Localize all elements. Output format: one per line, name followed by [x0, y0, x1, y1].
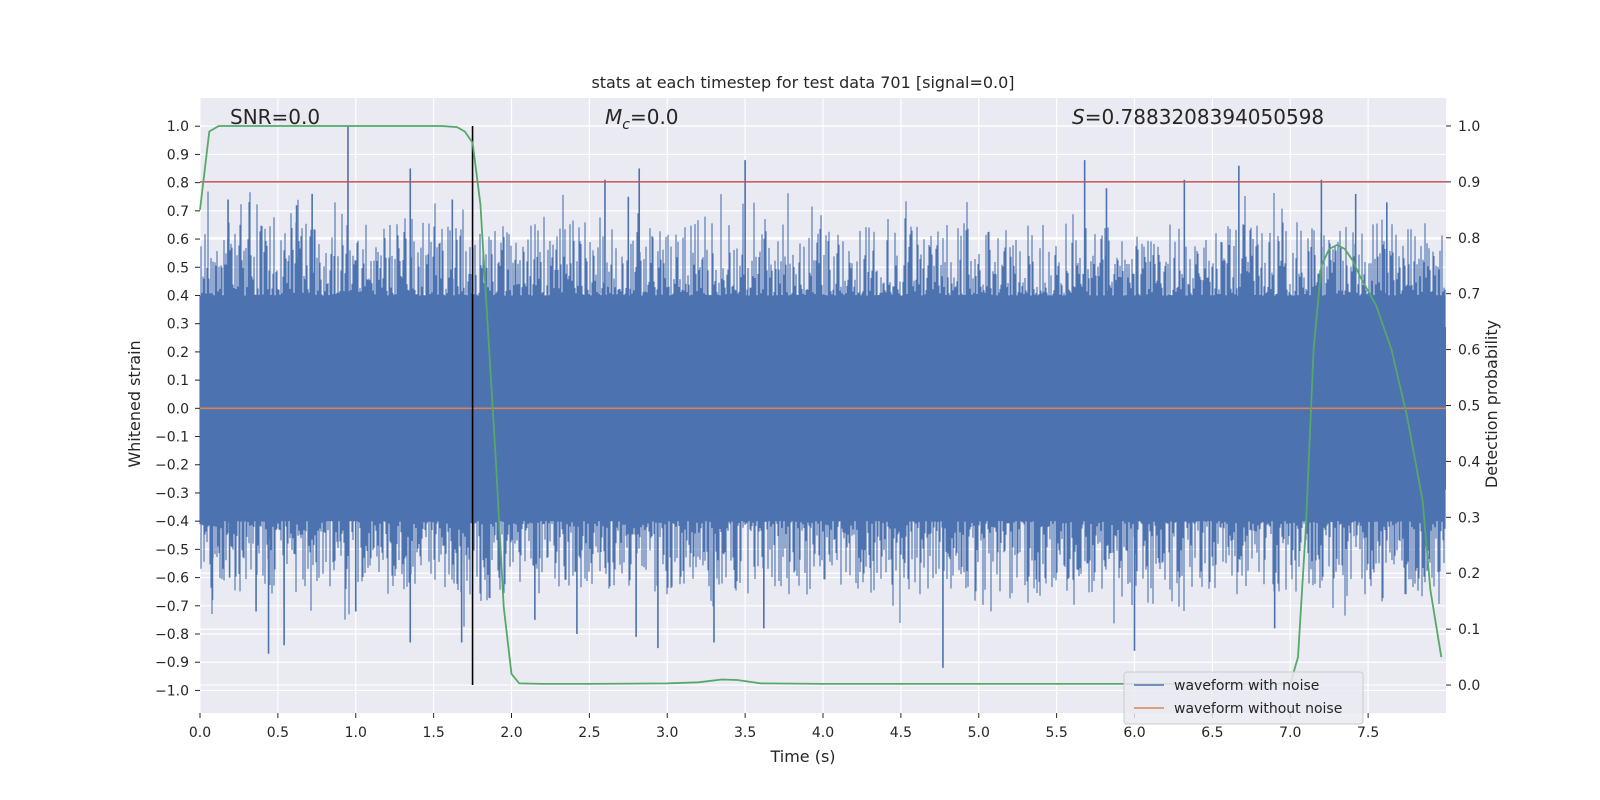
y2-tick-label: 0.1	[1458, 622, 1480, 638]
y-tick-label: −0.7	[155, 599, 189, 615]
x-tick-label: 2.0	[500, 725, 522, 741]
x-tick-label: 5.5	[1045, 725, 1067, 741]
y-tick-label: −0.4	[155, 514, 189, 530]
y-tick-label: 0.6	[167, 232, 189, 248]
x-tick-label: 0.5	[267, 725, 289, 741]
y2-tick-label: 0.9	[1458, 175, 1480, 191]
s-value: =0.7883208394050598	[1085, 105, 1324, 129]
x-tick-label: 5.0	[968, 725, 990, 741]
y-tick-label: −0.6	[155, 571, 189, 587]
x-tick-label: 6.0	[1123, 725, 1145, 741]
y-tick-label: −0.5	[155, 542, 189, 558]
y2-tick-label: 0.5	[1458, 399, 1480, 415]
y-tick-label: 0.1	[167, 373, 189, 389]
detection-probability-line	[199, 125, 1443, 685]
y-tick-label: 0.3	[167, 317, 189, 333]
x-tick-label: 1.0	[345, 725, 367, 741]
y2-tick-label: 0.4	[1458, 454, 1480, 470]
mc-annotation: Mc=0.0	[605, 105, 679, 133]
y-tick-label: 0.5	[167, 260, 189, 276]
series-lines	[199, 125, 1446, 686]
y-tick-label: −0.9	[155, 655, 189, 671]
y-tick-label: −0.2	[155, 458, 189, 474]
x-tick-label: 3.0	[656, 725, 678, 741]
legend-label-clean: waveform without noise	[1174, 701, 1342, 717]
mc-symbol: M	[605, 105, 622, 129]
x-axis-label: Time (s)	[769, 747, 835, 766]
mc-subscript: c	[622, 117, 630, 133]
y2-tick-label: 0.2	[1458, 566, 1480, 582]
y-tick-label: 0.0	[167, 401, 189, 417]
y2-tick-label: 0.7	[1458, 287, 1480, 303]
s-symbol: S	[1072, 105, 1085, 129]
snr-annotation: SNR=0.0	[230, 105, 320, 129]
y-tick-label: −0.3	[155, 486, 189, 502]
y-tick-label: 0.7	[167, 204, 189, 220]
legend: waveform with noise waveform without noi…	[1123, 671, 1364, 725]
x-tick-label: 3.5	[734, 725, 756, 741]
x-tick-label: 2.5	[578, 725, 600, 741]
y-tick-label: 0.9	[167, 147, 189, 163]
chart-title: stats at each timestep for test data 701…	[591, 73, 1014, 92]
x-tick-label: 6.5	[1201, 725, 1223, 741]
y-tick-label: −1.0	[155, 683, 189, 699]
y-tick-label: −0.1	[155, 430, 189, 446]
x-tick-label: 1.5	[422, 725, 444, 741]
x-tick-label: 7.5	[1357, 725, 1379, 741]
y-tick-label: 1.0	[167, 119, 189, 135]
legend-box	[1123, 671, 1364, 725]
y2-tick-label: 0.0	[1458, 678, 1480, 694]
y-axis-label: Whitened strain	[125, 340, 144, 467]
x-tick-label: 4.5	[890, 725, 912, 741]
y-tick-label: 0.8	[167, 176, 189, 192]
y-tick-label: 0.4	[167, 288, 189, 304]
x-tick-label: 4.0	[812, 725, 834, 741]
x-tick-label: 0.0	[189, 725, 211, 741]
y-tick-label: 0.2	[167, 345, 189, 361]
y-tick-label: −0.8	[155, 627, 189, 643]
y2-tick-label: 0.6	[1458, 343, 1480, 359]
y2-tick-label: 1.0	[1458, 119, 1480, 135]
ticks: 0.0 0.5 1.0 1.5 2.0 2.5 3.0 3.5 4.0 4.5 5.0 5.5 6.0 6…	[155, 119, 1480, 741]
s-annotation: S=0.7883208394050598	[1072, 105, 1324, 129]
y2-tick-label: 0.8	[1458, 231, 1480, 247]
y2-axis-label: Detection probability	[1482, 320, 1501, 488]
legend-label-noise: waveform with noise	[1174, 678, 1319, 694]
mc-value: =0.0	[630, 105, 679, 129]
x-tick-label: 7.0	[1279, 725, 1301, 741]
y2-tick-label: 0.3	[1458, 510, 1480, 526]
